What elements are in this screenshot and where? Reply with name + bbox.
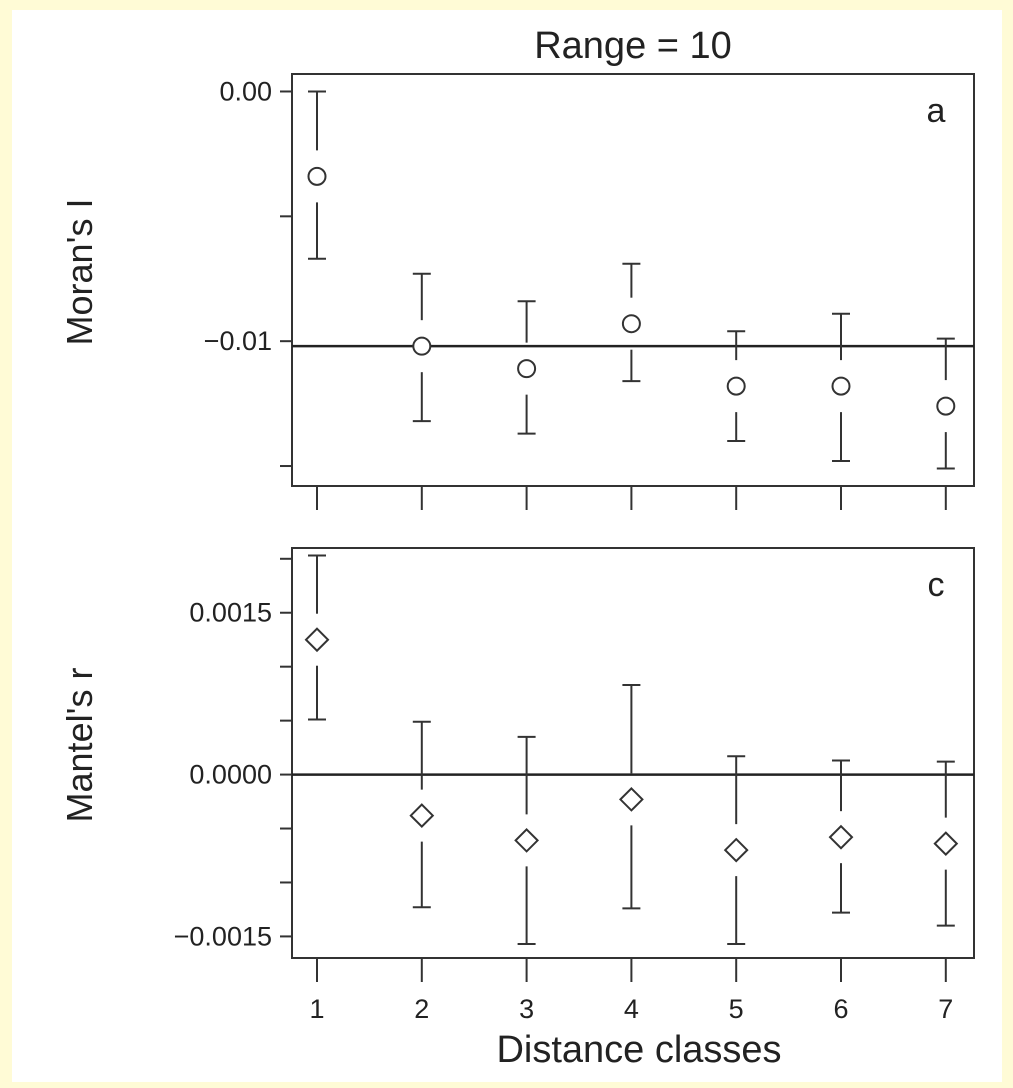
data-marker-circle — [831, 376, 851, 396]
panel-a-point-3 — [517, 300, 537, 435]
data-marker-circle — [307, 166, 327, 186]
data-marker-circle — [936, 396, 956, 416]
panel-c-xtick-label: 6 — [833, 994, 848, 1024]
panel-c-point-2 — [409, 720, 435, 909]
panel-c-point-1 — [304, 554, 330, 721]
panel-c-label: c — [928, 566, 945, 604]
panel-c-xtick-label: 5 — [729, 994, 744, 1024]
data-marker-circle — [621, 314, 641, 334]
data-marker-diamond — [304, 627, 330, 653]
panel-c-xtick-label: 7 — [938, 994, 953, 1024]
data-marker-circle — [412, 336, 432, 356]
panel-c-frame — [291, 547, 975, 959]
panel-c-xtick-label: 2 — [414, 994, 429, 1024]
panel-c-point-4 — [618, 684, 644, 910]
panel-a-y-axis-label: Moran's I — [59, 199, 100, 346]
panel-c-y-axis-label: Mantel's r — [59, 668, 100, 823]
data-marker-circle — [517, 359, 537, 379]
panel-c-ytick-label: −0.0015 — [174, 921, 272, 951]
panel-a-point-2 — [412, 272, 432, 423]
panel-c-point-7 — [933, 760, 959, 927]
data-marker-circle — [726, 376, 746, 396]
chart-title: Range = 10 — [534, 25, 732, 67]
data-marker-diamond — [933, 831, 959, 857]
panel-a-point-7 — [936, 337, 956, 470]
data-marker-diamond — [828, 824, 854, 850]
panel-c-point-5 — [723, 755, 749, 945]
panel-c-ytick-label: 0.0000 — [189, 760, 272, 790]
panel-c-xtick-label: 4 — [624, 994, 639, 1024]
x-axis-label: Distance classes — [496, 1029, 781, 1071]
data-marker-diamond — [409, 803, 435, 828]
panel-a-point-4 — [621, 262, 641, 383]
panel-a-point-6 — [831, 312, 851, 463]
chart-svg: 0.00 −0.01 a Moran's I Range = 10 0.0015 0.000… — [59, 25, 975, 1071]
data-marker-diamond — [514, 827, 540, 853]
panel-a-frame — [291, 73, 975, 487]
panel-a-ytick-label: 0.00 — [219, 76, 272, 106]
panel-a-ytick-label: −0.01 — [204, 326, 272, 356]
panel-a-point-1 — [307, 90, 327, 260]
panel-a-point-5 — [726, 330, 746, 443]
panel-c-xtick-label: 1 — [309, 994, 324, 1024]
panel-c-xtick-label: 3 — [519, 994, 534, 1024]
figure: 0.00 −0.01 a Moran's I Range = 10 0.0015 0.000… — [12, 10, 1002, 1082]
data-marker-diamond — [618, 786, 644, 812]
panel-c-point-6 — [828, 759, 854, 914]
panel-c-point-3 — [514, 735, 540, 945]
panel-a-label: a — [927, 92, 946, 130]
data-marker-diamond — [723, 837, 749, 863]
panel-c-ytick-label: 0.0015 — [189, 598, 272, 628]
